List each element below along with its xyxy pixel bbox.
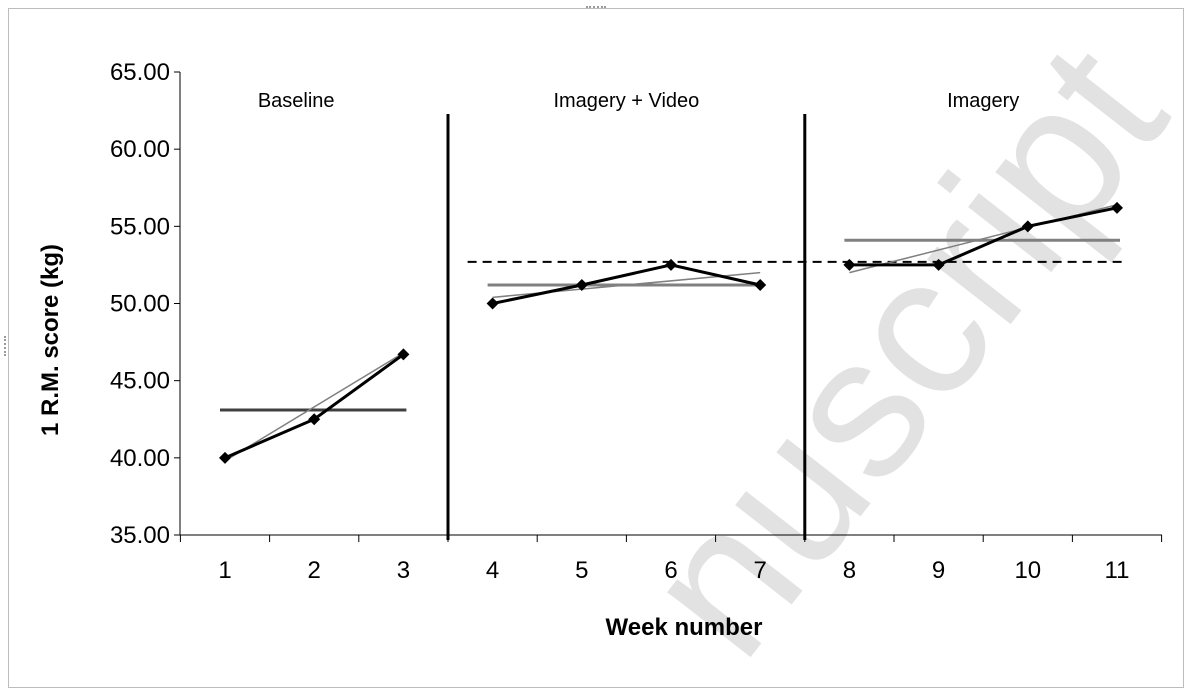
resize-handle-left[interactable] xyxy=(4,336,10,356)
y-tick-label: 45.00 xyxy=(110,368,170,395)
x-tick-label: 1 xyxy=(218,557,231,584)
x-tick-label: 11 xyxy=(1105,557,1130,584)
phase-label: Imagery xyxy=(947,90,1019,112)
phase-label: Imagery + Video xyxy=(553,90,699,112)
data-point-marker xyxy=(397,348,410,361)
data-point-marker xyxy=(308,413,321,426)
x-tick-label: 10 xyxy=(1014,557,1041,584)
data-point-marker xyxy=(486,297,499,310)
x-tick-label: 9 xyxy=(932,557,945,584)
x-tick-label: 3 xyxy=(397,557,410,584)
y-tick-label: 40.00 xyxy=(110,445,170,472)
x-tick-label: 8 xyxy=(843,557,856,584)
series-line xyxy=(492,263,761,305)
data-point-marker xyxy=(1021,220,1034,233)
x-tick-label: 2 xyxy=(308,557,321,584)
x-tick-label: 5 xyxy=(575,557,588,584)
data-point-marker xyxy=(754,278,767,291)
y-axis-title: 1 R.M. score (kg) xyxy=(37,244,64,436)
data-point-marker xyxy=(665,258,677,271)
axes: 35.00 40.00 45.00 50.00 55.00 60.00 65.00 1 2 3 4 5… xyxy=(110,59,1163,584)
y-tick-label: 35.00 xyxy=(110,522,170,549)
data-point-marker xyxy=(219,451,231,464)
data-point-marker xyxy=(1111,201,1123,214)
y-tick-label: 65.00 xyxy=(110,59,170,86)
data-point-marker xyxy=(843,258,856,271)
y-tick-label: 50.00 xyxy=(110,291,170,318)
chart-frame xyxy=(8,8,1184,688)
phase-label: Baseline xyxy=(258,90,335,112)
y-tick-label: 60.00 xyxy=(110,136,170,163)
x-tick-label: 7 xyxy=(754,557,767,584)
chart-marks: Baseline Imagery + Video Imagery xyxy=(219,90,1123,540)
resize-handle-top[interactable] xyxy=(586,6,606,12)
series-line xyxy=(849,206,1118,267)
x-tick-label: 6 xyxy=(664,557,677,584)
x-axis-title: Week number xyxy=(606,614,763,641)
x-tick-label: 4 xyxy=(486,557,499,584)
y-tick-label: 55.00 xyxy=(110,213,170,240)
data-point-marker xyxy=(575,278,588,291)
data-point-marker xyxy=(932,258,945,271)
trend-line xyxy=(224,352,404,462)
